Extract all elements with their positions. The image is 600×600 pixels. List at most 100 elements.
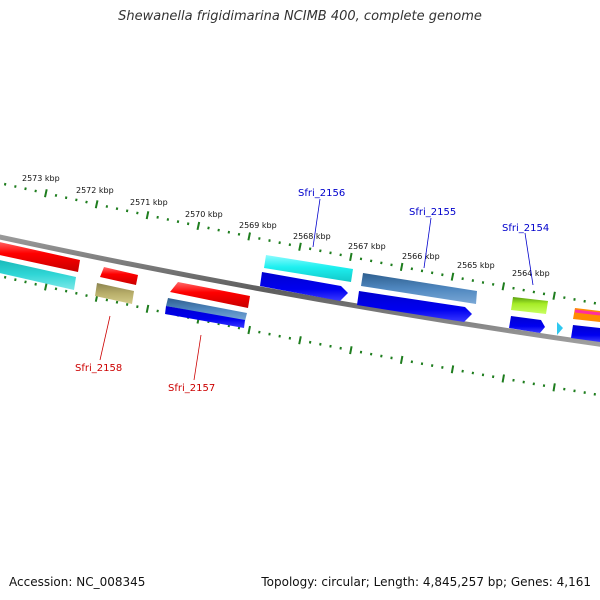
minor-tick <box>125 303 129 306</box>
minor-tick <box>24 280 27 284</box>
major-tick <box>501 374 505 383</box>
minor-tick <box>105 298 109 302</box>
major-tick <box>349 252 353 261</box>
outer-tick-ring <box>3 182 597 305</box>
minor-tick <box>207 226 210 230</box>
minor-tick <box>461 277 464 281</box>
minor-tick <box>258 330 261 334</box>
minor-tick <box>115 207 119 211</box>
minor-tick <box>105 205 109 208</box>
minor-tick <box>532 290 536 294</box>
minor-tick <box>380 261 383 265</box>
tick-label: 2572 kbp <box>76 186 114 195</box>
tick-label: 2569 kbp <box>239 221 277 230</box>
minor-tick <box>24 187 27 191</box>
tick-label: 2566 kbp <box>402 252 440 261</box>
gene-feature-sfri-2154[interactable] <box>511 297 548 314</box>
minor-tick <box>34 282 37 286</box>
major-tick <box>399 262 404 271</box>
minor-tick <box>186 222 190 226</box>
tick-label: 2570 kbp <box>185 210 223 219</box>
gene-feature[interactable] <box>100 267 138 285</box>
minor-tick <box>75 198 78 202</box>
minor-tick <box>593 301 597 305</box>
major-tick <box>450 365 455 374</box>
minor-tick <box>136 211 139 215</box>
minor-tick <box>410 360 414 364</box>
gene-feature[interactable] <box>170 282 250 308</box>
minor-tick <box>308 247 312 251</box>
minor-tick <box>441 273 444 277</box>
minor-tick <box>54 287 58 291</box>
gene-feature-sfri-2156[interactable] <box>264 255 353 282</box>
major-tick <box>298 242 302 251</box>
gene-label-leaders <box>99 198 534 381</box>
minor-tick <box>369 259 373 263</box>
minor-tick <box>258 237 261 240</box>
gene-feature[interactable] <box>509 316 545 333</box>
minor-tick <box>237 232 241 236</box>
minor-tick <box>54 193 58 197</box>
tick-label: 2568 kbp <box>293 232 331 241</box>
minor-tick <box>278 334 281 338</box>
gene-feature-stripe <box>574 309 600 316</box>
minor-tick <box>14 185 17 188</box>
minor-tick <box>136 305 139 309</box>
minor-tick <box>278 241 281 245</box>
major-tick <box>44 282 48 291</box>
gene-labels: Sfri_2156 Sfri_2155 Sfri_2154 Sfri_2158 … <box>75 188 549 394</box>
reverse-strand-genes <box>0 259 600 342</box>
minor-tick <box>227 230 231 234</box>
minor-tick <box>491 282 495 286</box>
major-tick <box>196 221 201 231</box>
minor-tick <box>85 200 88 204</box>
minor-tick <box>461 369 464 373</box>
tick-label: 2565 kbp <box>457 261 495 270</box>
minor-tick <box>34 189 37 193</box>
minor-tick <box>319 342 322 346</box>
minor-tick <box>430 364 434 367</box>
genome-backbone <box>0 234 600 347</box>
major-tick <box>44 189 48 198</box>
gene-feature[interactable] <box>357 291 472 322</box>
major-tick <box>145 211 150 220</box>
minor-tick <box>563 296 566 300</box>
minor-tick <box>308 340 312 344</box>
gene-feature[interactable] <box>0 259 76 290</box>
gene-label-sfri-2158[interactable]: Sfri_2158 <box>75 363 122 374</box>
minor-tick <box>369 352 373 356</box>
gene-feature[interactable] <box>165 306 245 328</box>
gene-label-sfri-2154[interactable]: Sfri_2154 <box>502 223 549 234</box>
minor-tick <box>166 218 170 221</box>
minor-tick <box>339 346 342 350</box>
minor-tick <box>64 196 68 200</box>
minor-tick <box>522 288 525 292</box>
gene-label-sfri-2155[interactable]: Sfri_2155 <box>409 207 456 218</box>
gene-feature[interactable] <box>166 298 247 321</box>
major-tick <box>450 272 455 281</box>
minor-tick <box>115 300 119 304</box>
major-tick <box>298 336 302 345</box>
accession-text: Accession: NC_008345 <box>9 575 146 589</box>
major-tick <box>247 325 251 335</box>
minor-tick <box>64 289 68 293</box>
gene-feature-sfri-2155[interactable] <box>361 273 477 304</box>
map-title: Shewanella frigidimarina NCIMB 400, comp… <box>118 9 482 24</box>
major-tick <box>399 355 404 364</box>
gene-feature[interactable] <box>0 241 80 272</box>
forward-strand-genes <box>0 241 600 322</box>
minor-tick <box>380 354 383 358</box>
major-tick <box>501 282 506 291</box>
genome-summary-text: Topology: circular; Length: 4,845,257 bp… <box>261 575 591 589</box>
gene-label-sfri-2156[interactable]: Sfri_2156 <box>298 188 345 199</box>
major-tick <box>552 383 556 392</box>
gene-feature[interactable] <box>557 322 563 335</box>
minor-tick <box>85 294 88 298</box>
major-tick <box>552 291 556 300</box>
gene-feature[interactable] <box>95 283 134 304</box>
minor-tick <box>471 279 475 282</box>
gene-feature[interactable] <box>571 325 600 342</box>
gene-feature[interactable] <box>260 272 348 301</box>
gene-label-sfri-2157[interactable]: Sfri_2157 <box>168 383 215 394</box>
